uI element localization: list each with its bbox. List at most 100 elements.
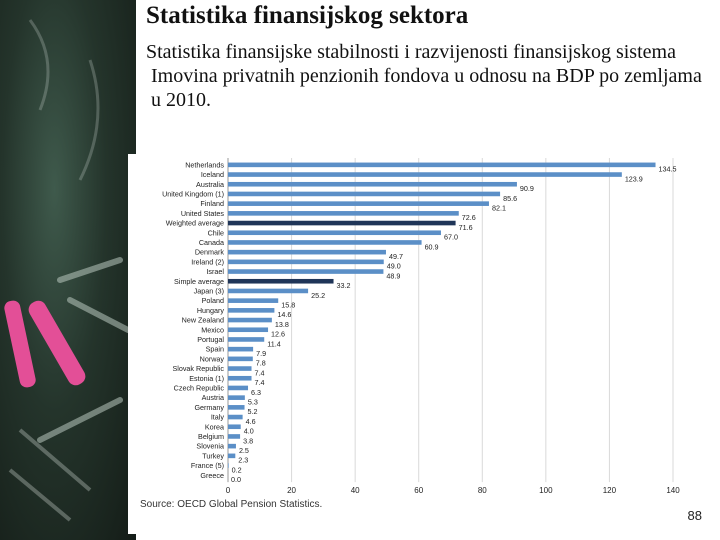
bar [228,346,254,352]
value-label: 0.0 [231,475,241,484]
bar [228,327,269,333]
category-label: Canada [199,238,224,247]
x-tick-label: 20 [287,486,296,494]
pink-chalk-2 [28,300,86,386]
value-label: 123.9 [625,174,643,183]
value-label: 48.9 [386,271,400,280]
bar [228,414,243,420]
bar [228,356,253,362]
value-label: 71.6 [459,223,473,232]
x-tick-label: 100 [539,486,553,494]
bar [228,288,309,294]
value-label: 6.3 [251,388,261,397]
subtitle-line-2: Imovina privatnih penzionih fondova u od… [151,65,702,111]
bar-chart: 0 20 40 60 80 100 120 140 Netherlands 134.5 Icelan… [162,158,680,494]
value-label: 13.8 [275,320,289,329]
category-label: Israel [206,267,224,276]
average-bar [228,220,456,226]
category-label: Simple average [174,277,224,286]
category-label: Germany [194,403,224,412]
value-label: 60.9 [425,242,439,251]
x-tick-label: 140 [666,486,680,494]
page-number: 88 [687,508,702,523]
value-label: 3.8 [243,436,253,445]
bar [228,308,275,313]
value-label: 0.2 [232,465,242,474]
chalkboard-decoration [0,0,136,540]
category-label: Australia [196,180,224,189]
category-label: Korea [205,422,224,431]
x-tick-label: 40 [351,486,360,494]
category-label: Chile [208,228,224,237]
value-label: 14.6 [277,310,291,319]
category-label: Slovak Republic [172,364,224,373]
bar [228,191,501,197]
chart-panel: 0 20 40 60 80 100 120 140 Netherlands 134.5 Icelan… [128,154,712,534]
value-label: 33.2 [337,281,351,290]
category-label: Turkey [202,451,224,460]
x-tick-label: 120 [603,486,617,494]
category-label: France (5) [191,461,224,470]
value-label: 25.2 [311,291,325,300]
bar [228,434,241,439]
category-label: Ireland (2) [191,257,224,266]
category-label: Estonia (1) [189,374,224,383]
category-label: Denmark [195,248,225,257]
value-label: 72.6 [462,213,476,222]
x-tick-label: 0 [226,486,231,494]
chalk-scribbles [37,257,131,443]
bar [228,240,422,245]
category-label: United Kingdom (1) [162,189,224,198]
category-label: Iceland [201,170,224,179]
value-label: 11.4 [267,339,280,348]
bar [228,443,236,449]
slide-subtitle: Statistika finansijske stabilnosti i raz… [146,40,706,112]
bar [228,395,245,400]
bar [228,172,622,177]
bar [228,230,441,236]
value-label: 82.1 [492,203,506,212]
category-label: Hungary [197,306,225,315]
value-label: 2.3 [238,456,248,465]
category-label: Netherlands [185,160,224,169]
bar [228,375,252,381]
bar [228,249,386,255]
category-label: Poland [202,296,224,305]
value-label: 85.6 [503,194,517,203]
category-label: Portugal [197,335,224,344]
value-label: 15.8 [281,300,295,309]
value-label: 134.5 [659,165,677,174]
pink-chalk [4,300,36,388]
bar [228,385,249,391]
value-label: 7.8 [256,359,266,368]
bar [228,259,384,265]
category-label: Norway [200,354,225,363]
bar [228,317,272,323]
category-label: Austria [202,393,224,402]
bar [228,424,241,430]
x-tick-label: 60 [414,486,423,494]
bar [228,366,252,371]
bar [228,269,384,274]
category-label: Weighted average [166,219,224,228]
category-label: Japan (3) [194,286,224,295]
bar [228,405,245,410]
bar [228,337,265,342]
x-tick-label: 80 [478,486,487,494]
bar [228,463,229,468]
chalk-smudges [28,19,100,181]
value-label: 5.3 [248,397,258,406]
average-bar [228,278,334,284]
value-label: 4.6 [246,417,256,426]
slide-title: Statistika finansijskog sektora [146,2,469,29]
bar [228,211,459,216]
chalk-drawing [4,19,131,522]
category-label: Czech Republic [174,383,225,392]
chart-source-note: Source: OECD Global Pension Statistics. [140,499,323,510]
value-label: 5.2 [248,407,258,416]
category-label: United States [181,209,225,218]
category-label: Italy [211,413,225,422]
value-label: 12.6 [271,330,285,339]
category-label: New Zealand [182,316,224,325]
value-label: 7.9 [256,349,266,358]
